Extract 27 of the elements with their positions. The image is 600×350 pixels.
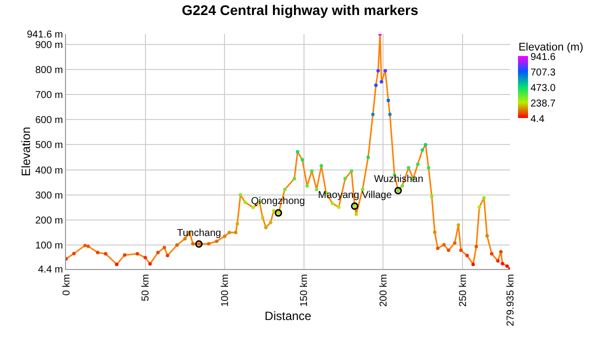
color-bar-label: 941.6 xyxy=(530,52,556,63)
x-tick-label: 100 km xyxy=(220,274,231,307)
x-tick-label: 250 km xyxy=(458,274,469,307)
chart-title: G224 Central highway with markers xyxy=(182,2,418,18)
y-axis-title: Elevation xyxy=(19,126,34,176)
x-tick-label: 279.935 km xyxy=(505,274,516,326)
y-tick-label: 4.4 m xyxy=(38,264,63,276)
color-bar-label: 473.0 xyxy=(530,82,556,94)
y-tick-label: 500 m xyxy=(35,140,63,152)
y-tick-label: 941.6 m xyxy=(26,30,63,40)
y-tick-label: 300 m xyxy=(35,190,63,202)
y-tick-label: 600 m xyxy=(35,115,63,126)
y-tick-label: 800 m xyxy=(35,65,63,76)
x-tick-label: 200 km xyxy=(378,274,390,307)
color-bar-label: 238.7 xyxy=(530,98,556,110)
x-axis-title: Distance xyxy=(264,308,312,323)
x-tick-label: 150 km xyxy=(299,274,310,307)
color-bar-label: 707.3 xyxy=(530,67,556,78)
y-tick-label: 900 m xyxy=(35,40,63,51)
y-tick-label: 700 m xyxy=(35,90,63,102)
x-tick-label: 0 km xyxy=(61,274,72,296)
y-tick-label: 100 m xyxy=(35,240,63,252)
y-tick-label: 400 m xyxy=(35,165,63,176)
y-tick-label: 200 m xyxy=(35,215,63,226)
color-bar-title: Elevation (m) xyxy=(518,42,584,54)
x-tick-label: 50 km xyxy=(140,274,152,302)
color-bar-label: 4.4 xyxy=(530,114,545,125)
